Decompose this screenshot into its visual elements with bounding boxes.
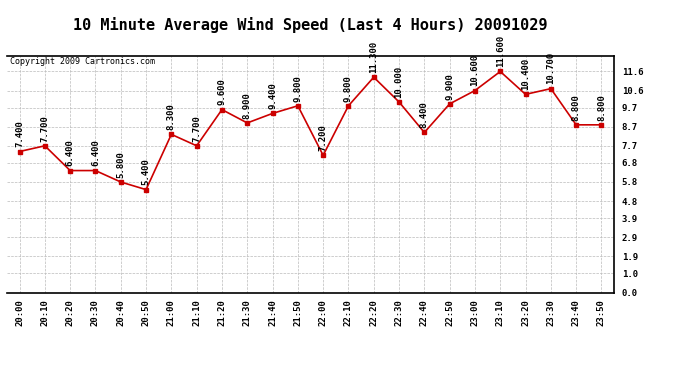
Text: 8.800: 8.800	[597, 94, 606, 121]
Text: 10 Minute Average Wind Speed (Last 4 Hours) 20091029: 10 Minute Average Wind Speed (Last 4 Hou…	[73, 17, 548, 33]
Text: 7.200: 7.200	[319, 124, 328, 151]
Text: 9.900: 9.900	[445, 73, 454, 100]
Text: 10.000: 10.000	[395, 66, 404, 98]
Text: 5.400: 5.400	[141, 159, 150, 186]
Text: 10.700: 10.700	[546, 52, 555, 84]
Text: 9.800: 9.800	[293, 75, 302, 102]
Text: 11.600: 11.600	[495, 35, 505, 68]
Text: 6.400: 6.400	[91, 140, 100, 166]
Text: 5.800: 5.800	[116, 151, 126, 178]
Text: 7.400: 7.400	[15, 120, 24, 147]
Text: 8.300: 8.300	[167, 104, 176, 130]
Text: 7.700: 7.700	[192, 115, 201, 142]
Text: 9.800: 9.800	[344, 75, 353, 102]
Text: 9.600: 9.600	[217, 78, 226, 105]
Text: 8.900: 8.900	[243, 92, 252, 119]
Text: 8.400: 8.400	[420, 101, 429, 128]
Text: 9.400: 9.400	[268, 82, 277, 109]
Text: 8.800: 8.800	[571, 94, 581, 121]
Text: 10.600: 10.600	[471, 54, 480, 86]
Text: 10.400: 10.400	[521, 58, 530, 90]
Text: 11.300: 11.300	[369, 41, 378, 73]
Text: 6.400: 6.400	[66, 140, 75, 166]
Text: Copyright 2009 Cartronics.com: Copyright 2009 Cartronics.com	[10, 57, 155, 66]
Text: 7.700: 7.700	[40, 115, 50, 142]
